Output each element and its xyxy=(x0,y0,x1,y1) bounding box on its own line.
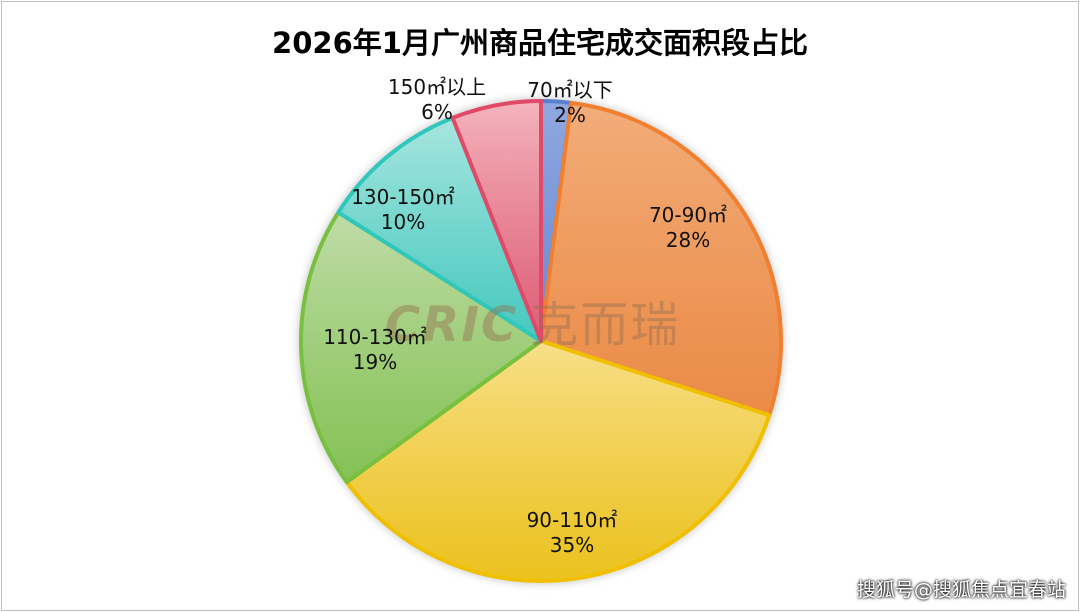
slice-label: 130-150㎡ 10% xyxy=(351,185,455,235)
slice-label: 90-110㎡ 35% xyxy=(527,508,618,558)
pie-slice xyxy=(450,99,543,343)
slice-label-name: 150㎡以上 xyxy=(387,75,487,99)
slice-label-percent: 35% xyxy=(549,533,595,557)
slice-label-percent: 2% xyxy=(554,103,586,127)
slice-label-name: 110-130㎡ xyxy=(323,325,427,349)
cric-watermark-logo: CRIC 克而瑞 xyxy=(385,297,681,353)
slice-label-percent: 6% xyxy=(421,100,453,124)
slice-label-name: 90-110㎡ xyxy=(526,508,618,532)
slice-label-percent: 19% xyxy=(352,350,398,374)
slice-label-name: 70㎡以下 xyxy=(527,78,613,102)
slice-label-percent: 10% xyxy=(380,210,426,234)
slice-label: 150㎡以上 6% xyxy=(388,75,486,125)
pie-slice xyxy=(344,339,772,583)
slice-label: 70-90㎡ 28% xyxy=(649,203,727,253)
slice-label-name: 70-90㎡ xyxy=(648,203,728,227)
slice-label-name: 130-150㎡ xyxy=(351,185,455,209)
pie-slice xyxy=(299,210,543,485)
chart-title: 2026年1月广州商品住宅成交面积段占比 xyxy=(272,26,808,60)
pie-slice xyxy=(336,115,543,343)
slice-label: 70㎡以下 2% xyxy=(527,78,612,128)
slice-label-percent: 28% xyxy=(665,228,711,252)
slice-label: 110-130㎡ 19% xyxy=(323,325,427,375)
pie-slice xyxy=(539,100,783,418)
source-watermark: 搜狐号@搜狐焦点宜春站 xyxy=(856,579,1066,601)
